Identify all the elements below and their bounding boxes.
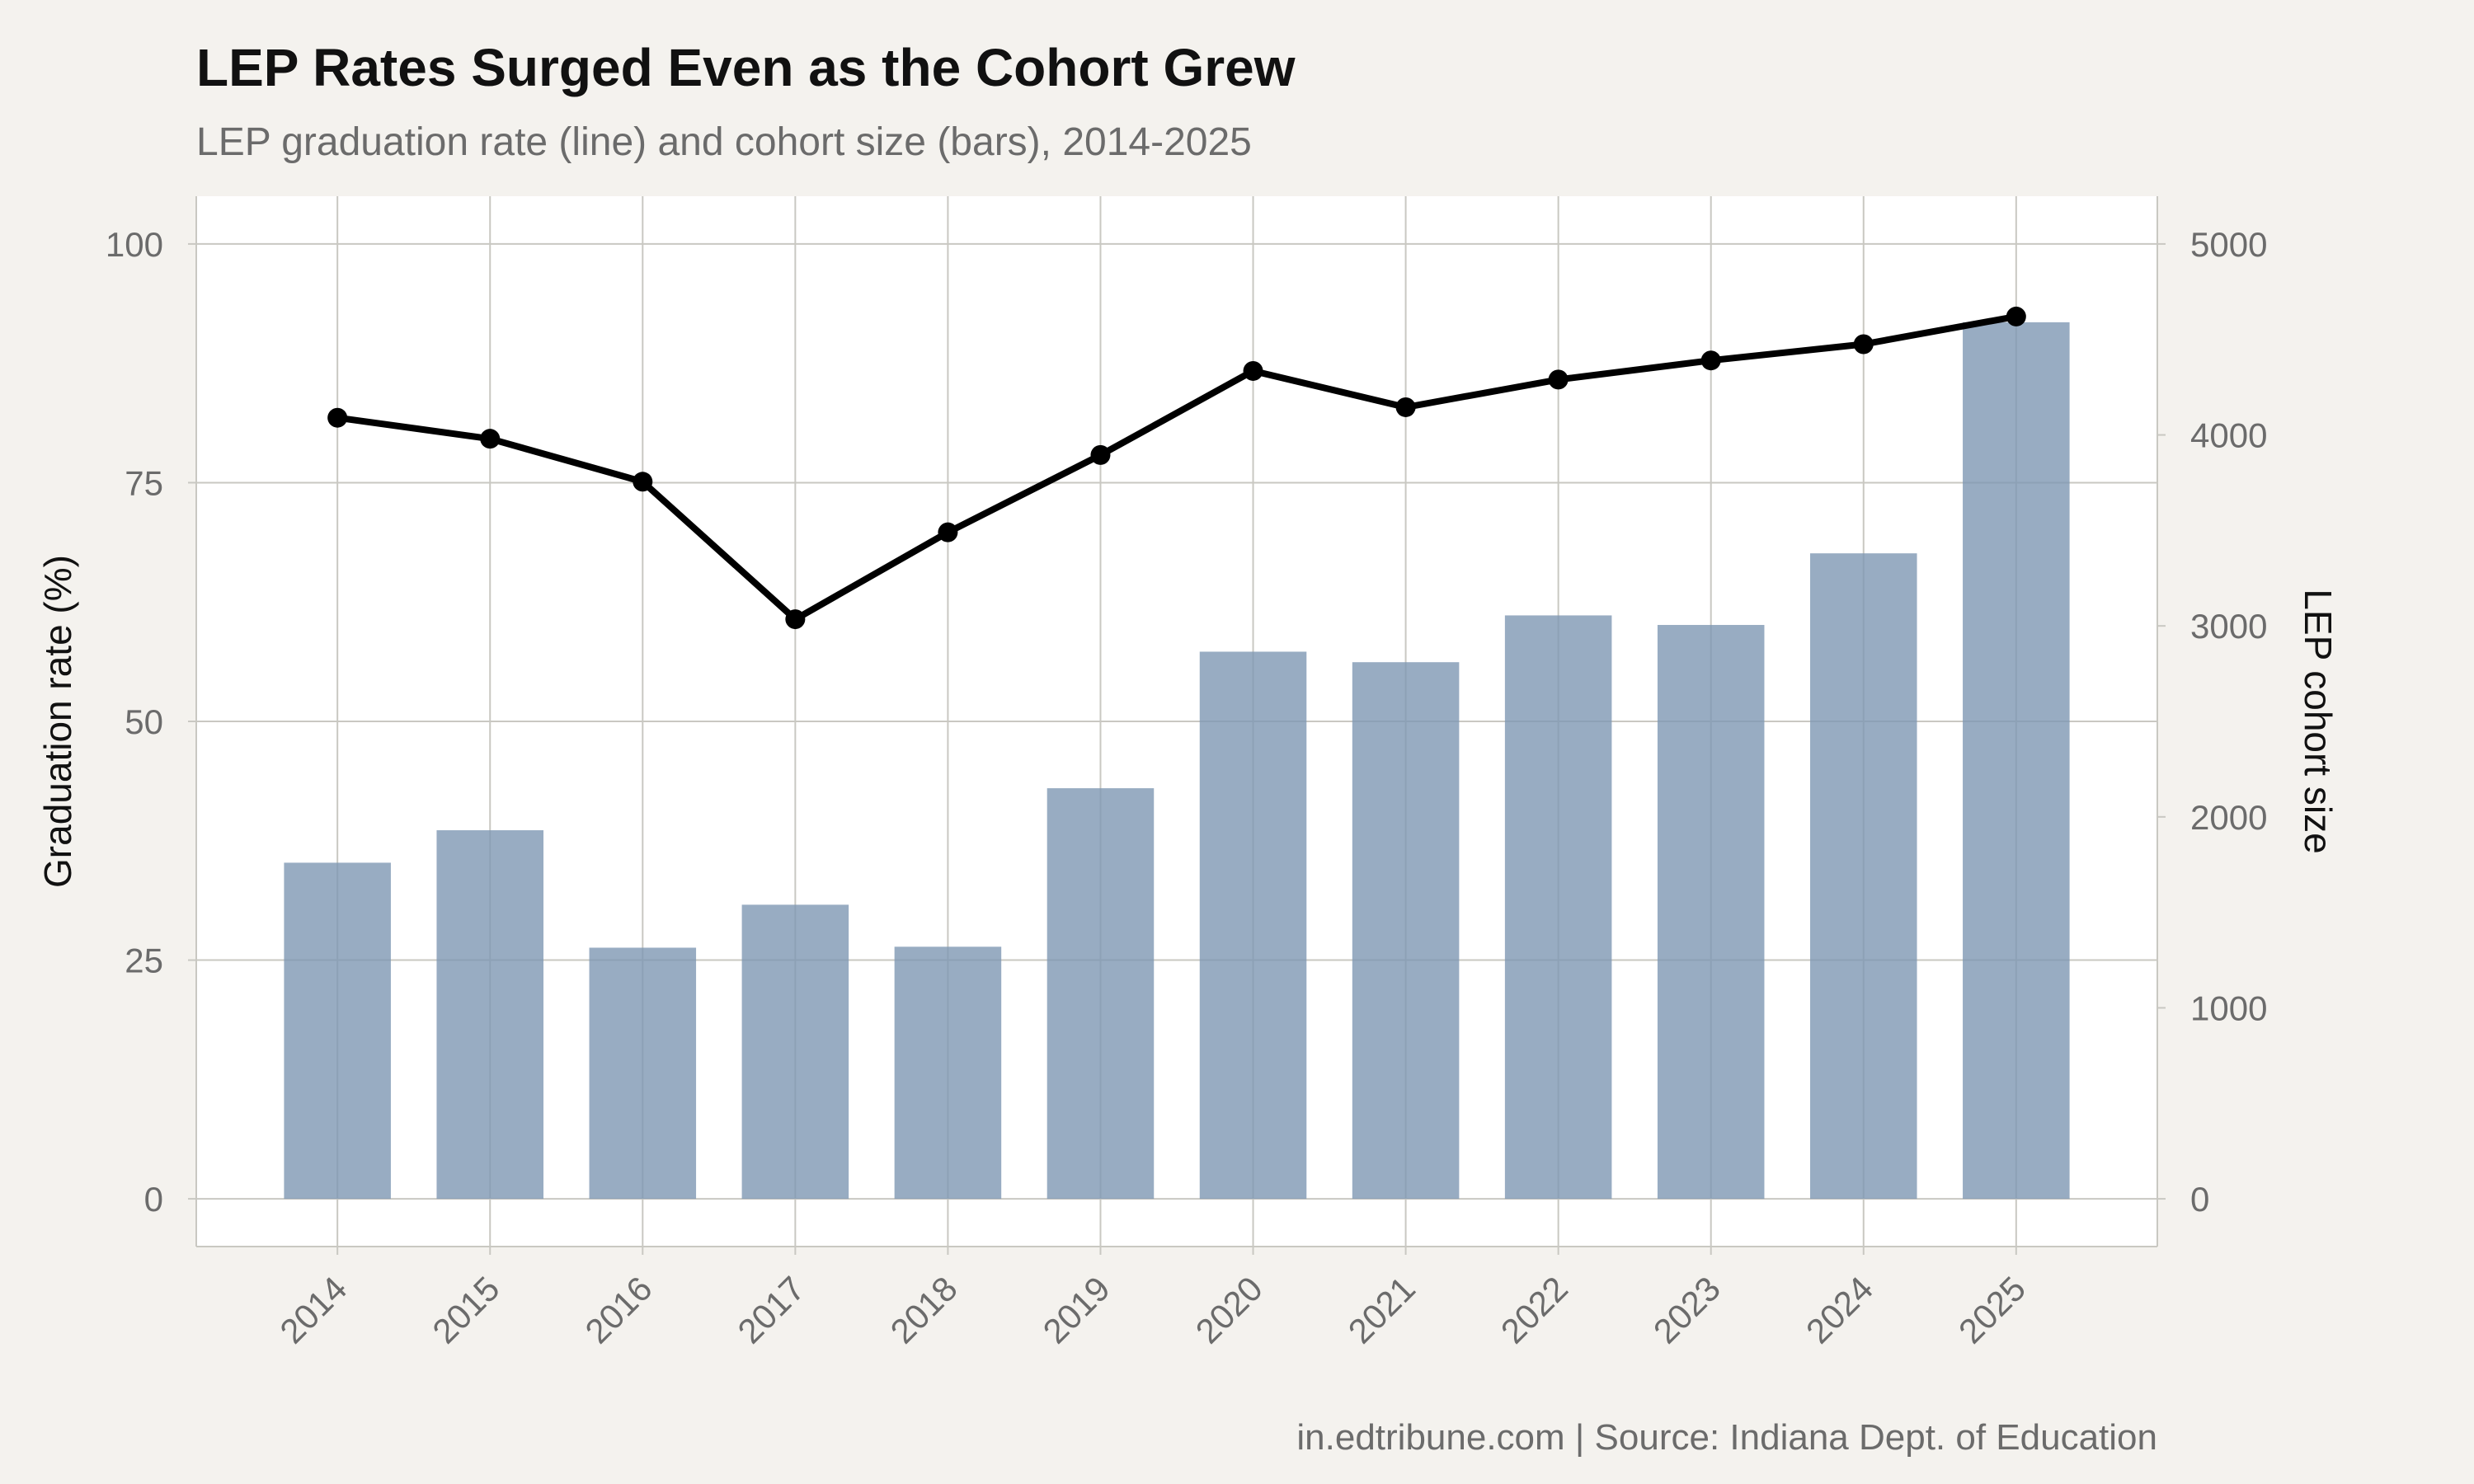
y-left-tick-label: 0 bbox=[144, 1180, 163, 1219]
bar-2022 bbox=[1504, 615, 1612, 1200]
rate-point-2019 bbox=[1090, 444, 1111, 465]
y-right-tick-label: 4000 bbox=[2190, 416, 2267, 455]
rate-point-2014 bbox=[327, 407, 348, 428]
y-axis-right-title: LEP cohort size bbox=[2297, 589, 2340, 853]
bar-2018 bbox=[894, 946, 1002, 1200]
bar-2015 bbox=[436, 830, 544, 1200]
bar-2021 bbox=[1352, 662, 1460, 1200]
rate-point-2017 bbox=[785, 609, 806, 630]
y-right-tick-label: 1000 bbox=[2190, 989, 2267, 1027]
rate-point-2016 bbox=[633, 472, 653, 492]
bar-2025 bbox=[1963, 322, 2070, 1200]
bar-2016 bbox=[589, 947, 697, 1200]
rate-point-2024 bbox=[1853, 334, 1874, 355]
rate-point-2025 bbox=[2006, 306, 2026, 326]
y-left-tick-label: 50 bbox=[125, 702, 163, 741]
rate-point-2021 bbox=[1395, 397, 1416, 417]
bar-2017 bbox=[741, 904, 849, 1200]
y-right-tick-label: 5000 bbox=[2190, 225, 2267, 264]
rate-line-path bbox=[334, 312, 2020, 623]
bar-2020 bbox=[1199, 651, 1307, 1200]
y-left-tick-label: 75 bbox=[125, 463, 163, 502]
chart-subtitle: LEP graduation rate (line) and cohort si… bbox=[196, 120, 1252, 164]
chart-caption: in.edtribune.com | Source: Indiana Dept.… bbox=[1296, 1417, 2157, 1458]
rate-point-2020 bbox=[1243, 360, 1263, 381]
y-right-tick-label: 0 bbox=[2190, 1180, 2209, 1219]
rate-point-2023 bbox=[1700, 350, 1721, 371]
y-right-tick-label: 2000 bbox=[2190, 798, 2267, 837]
bar-2019 bbox=[1047, 788, 1155, 1200]
rate-point-2015 bbox=[480, 429, 501, 449]
bar-2023 bbox=[1657, 625, 1765, 1200]
y-right-tick-label: 3000 bbox=[2190, 607, 2267, 646]
bar-2024 bbox=[1809, 553, 1917, 1200]
y-left-tick-label: 100 bbox=[106, 225, 163, 264]
y-axis-left-title: Graduation rate (%) bbox=[36, 555, 79, 888]
bar-2014 bbox=[284, 862, 391, 1200]
rate-point-2022 bbox=[1548, 369, 1569, 390]
y-left-tick-label: 25 bbox=[125, 942, 163, 980]
graduation-rate-line bbox=[327, 306, 2026, 630]
rate-point-2018 bbox=[938, 522, 958, 542]
cohort-bars bbox=[284, 322, 2070, 1200]
chart-title: LEP Rates Surged Even as the Cohort Grew bbox=[196, 38, 1296, 97]
